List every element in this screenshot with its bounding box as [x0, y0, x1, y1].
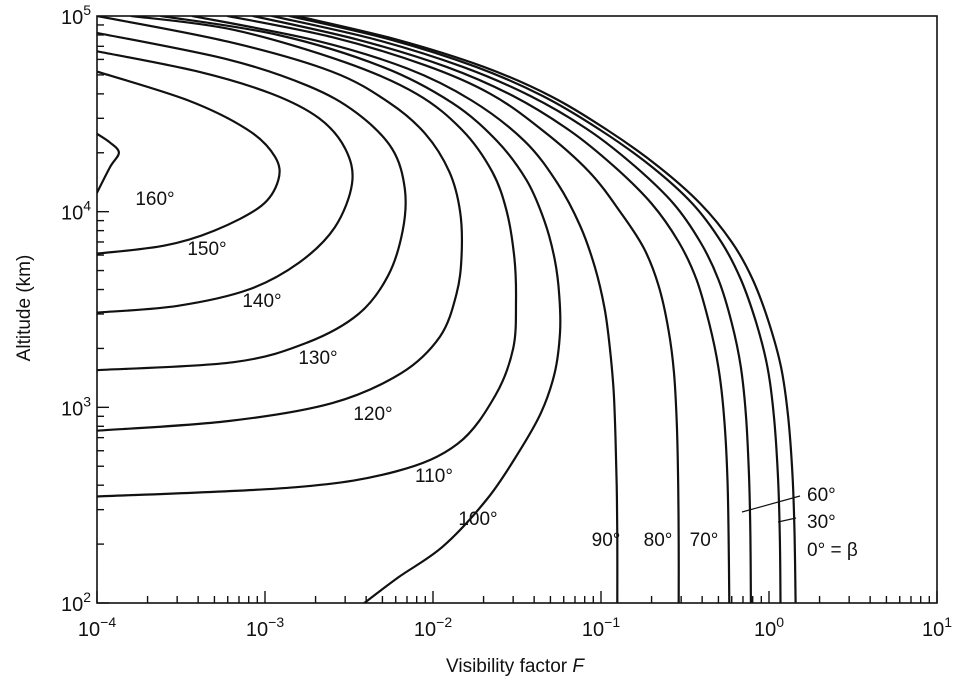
curve-line-2 — [97, 50, 354, 314]
label-leader-60 — [741, 495, 801, 513]
curve-label-5: 110° — [415, 466, 453, 487]
axis-ticks: 10−4 10−3 10−2 10−1 100 101 102 103 104 105 — [61, 2, 952, 641]
curve-label-7: 90° — [592, 530, 621, 551]
curve-label-8: 80° — [644, 530, 673, 551]
plot-frame — [96, 15, 938, 604]
curve-line-1 — [97, 70, 281, 255]
curve-line-11 — [288, 16, 782, 603]
y-tick-label: 102 — [61, 589, 91, 616]
y-axis-title: Altitude (km) — [14, 255, 35, 362]
curve-label-0: 160° — [135, 189, 174, 210]
x-axis-title: Visibility factor F — [446, 656, 585, 677]
x-tick-label: 10−3 — [246, 614, 284, 641]
curve-line-3 — [97, 31, 407, 372]
curve-label-11: 30° — [807, 512, 836, 533]
curve-label-2: 140° — [242, 291, 281, 312]
curve-label-1: 150° — [187, 239, 226, 260]
curve-line-4 — [97, 16, 464, 432]
curve-labels: 160° 150° 140° 130° 120° 110° 100° 90° 80° 70° 60°… — [135, 189, 857, 561]
plot-border — [96, 15, 938, 604]
label-leader-30 — [777, 517, 797, 523]
y-tick-label: 104 — [61, 198, 91, 225]
curve-line-12 — [295, 16, 797, 603]
x-tick-label: 100 — [754, 614, 784, 641]
curve-line-5 — [97, 16, 518, 498]
curve-label-6: 100° — [458, 509, 497, 530]
curve-line-7 — [191, 16, 619, 603]
curve-line-8 — [226, 16, 680, 603]
curve-line-0 — [97, 132, 120, 194]
curve-label-10: 60° — [807, 485, 836, 506]
x-tick-label: 10−1 — [582, 614, 620, 641]
curve-label-9: 70° — [690, 530, 719, 551]
x-tick-label: 10−4 — [78, 614, 116, 641]
x-tick-label: 10−2 — [414, 614, 452, 641]
curves — [97, 16, 797, 603]
curve-line-9 — [252, 16, 731, 603]
curve-line-6 — [159, 16, 562, 603]
curve-label-4: 120° — [353, 404, 392, 425]
curve-label-3: 130° — [298, 348, 337, 369]
x-tick-label: 101 — [922, 614, 952, 641]
curve-label-12: 0° = β — [807, 540, 858, 561]
y-tick-label: 105 — [61, 2, 91, 29]
y-tick-label: 103 — [61, 393, 91, 420]
curve-line-10 — [270, 16, 752, 603]
